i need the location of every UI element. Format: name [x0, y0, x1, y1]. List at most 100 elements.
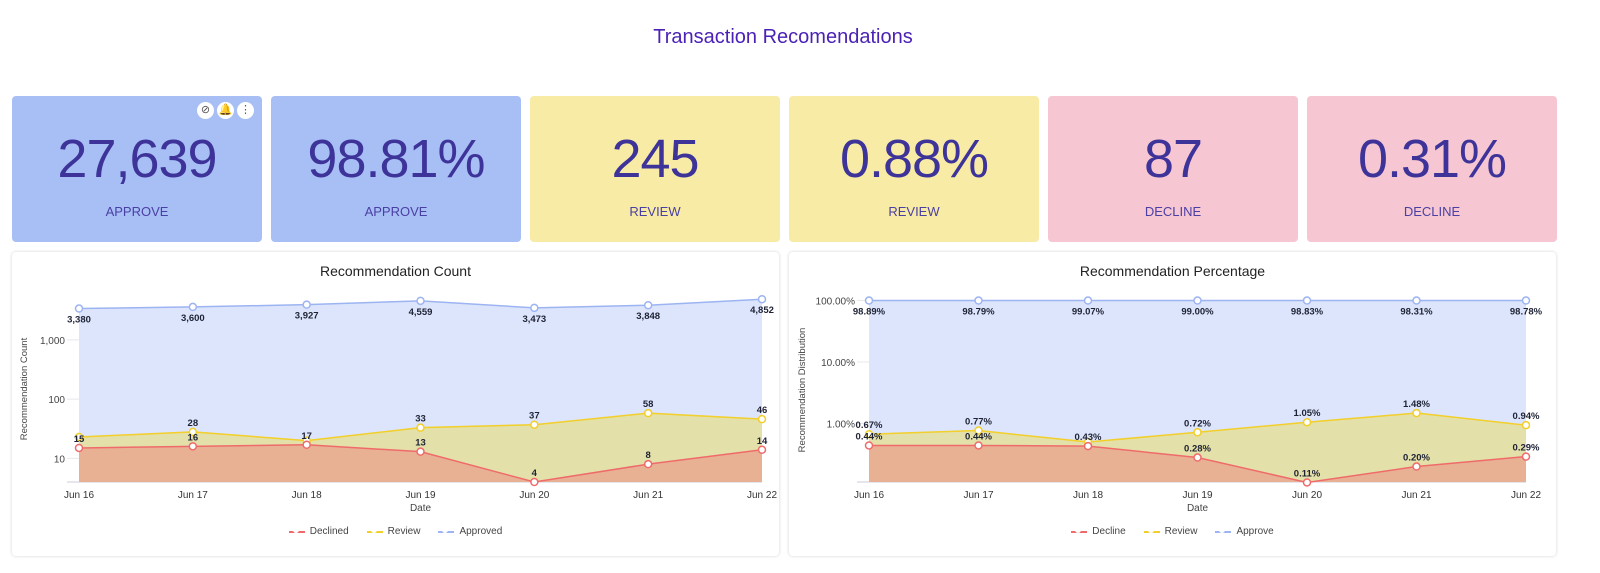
data-point: [74, 432, 84, 442]
kpi-label: DECLINE: [1403, 204, 1461, 219]
kpi-card-review: 0.88% REVIEW: [789, 96, 1039, 242]
x-tick-label: Jun 20: [519, 490, 549, 501]
data-point: [757, 294, 767, 304]
data-point: [1302, 296, 1312, 305]
x-tick-label: Jun 16: [854, 490, 884, 501]
legend-marker-icon: [1143, 526, 1160, 533]
recommendation-percentage-chart: Recommendation Percentage 1.00% 10.00% 100…: [789, 252, 1556, 556]
data-point: [1521, 420, 1531, 430]
x-tick-label: Jun 17: [963, 490, 993, 501]
data-point: [1193, 453, 1202, 462]
data-point: [416, 296, 425, 306]
data-label: 99.07%: [1072, 307, 1105, 318]
kpi-label: APPROVE: [105, 204, 169, 219]
data-label: 8: [646, 450, 651, 461]
data-point: [1193, 428, 1202, 437]
data-label: 0.77%: [965, 417, 992, 428]
area-declined: [79, 444, 762, 482]
more-vertical-icon[interactable]: ⋮: [237, 102, 254, 119]
legend-item-approve[interactable]: Approve: [1215, 526, 1274, 537]
y-axis-title: Recommendation Count: [19, 337, 30, 440]
dashboard-title: Transaction Recomendations: [653, 26, 913, 48]
data-label: 0.67%: [856, 420, 883, 431]
kpi-value: 87: [1143, 129, 1203, 189]
x-tick-label: Jun 19: [405, 490, 435, 501]
data-point: [643, 300, 653, 310]
data-point: [1302, 478, 1312, 487]
data-label: 0.11%: [1294, 468, 1321, 479]
data-label: 0.72%: [1184, 418, 1211, 429]
data-point: [757, 445, 767, 455]
data-label: 0.29%: [1513, 443, 1540, 454]
data-point: [416, 447, 425, 456]
data-point: [1412, 462, 1421, 471]
data-label: 3,927: [295, 311, 319, 322]
data-label: 0.94%: [1513, 411, 1540, 422]
data-label: 1.48%: [1403, 399, 1430, 410]
data-label: 0.44%: [856, 431, 883, 442]
data-point: [1083, 296, 1093, 305]
data-label: 3,600: [181, 313, 205, 324]
data-point: [757, 414, 767, 424]
chart-title: Recommendation Percentage: [1079, 263, 1266, 279]
compass-icon[interactable]: ⊘: [197, 102, 214, 119]
data-point: [643, 459, 653, 469]
data-label: 37: [529, 411, 540, 422]
data-point: [864, 441, 874, 450]
data-label: 14: [757, 436, 768, 447]
x-tick-label: Jun 20: [1292, 490, 1322, 501]
x-axis-title: Date: [1187, 503, 1209, 514]
data-label: 1.05%: [1294, 408, 1321, 419]
data-point: [74, 443, 84, 453]
data-label: 16: [188, 432, 199, 443]
recommendation-count-chart: Recommendation Count 10 100 1,000 3,380 3,60…: [12, 252, 779, 556]
data-point: [1521, 452, 1531, 461]
legend-marker-icon: [366, 526, 383, 533]
data-point: [302, 300, 311, 309]
legend-item-approved[interactable]: Approved: [438, 526, 502, 537]
legend-label: Review: [1164, 526, 1198, 537]
kpi-value: 27,639: [57, 129, 217, 189]
data-label: 99.00%: [1181, 307, 1214, 318]
y-tick-label: 100.00%: [816, 297, 856, 308]
data-point: [864, 296, 874, 305]
data-point: [1412, 296, 1421, 305]
data-point: [643, 408, 653, 418]
x-tick-label: Jun 21: [633, 490, 663, 501]
data-label: 13: [415, 438, 426, 449]
chart-legend: Declined Review Approved: [12, 526, 779, 537]
data-point: [864, 429, 874, 439]
data-label: 3,848: [636, 311, 660, 322]
x-tick-label: Jun 16: [64, 490, 94, 501]
legend-item-declined[interactable]: Declined: [288, 526, 349, 537]
data-label: 0.28%: [1184, 444, 1211, 455]
data-point: [416, 423, 425, 432]
data-label: 3,473: [522, 314, 546, 325]
y-tick-label: 1,000: [40, 336, 65, 347]
data-point: [530, 420, 539, 429]
data-point: [1521, 296, 1531, 305]
kpi-card-decline: 0.31% DECLINE: [1307, 96, 1557, 242]
data-point: [530, 303, 539, 313]
kpi-label: REVIEW: [629, 204, 681, 219]
legend-label: Declined: [309, 526, 349, 537]
kpi-card-approve: 27,639 APPROVE ⊘ 🔔 ⋮: [12, 96, 262, 242]
kpi-label: REVIEW: [888, 204, 940, 219]
legend-marker-icon: [288, 526, 305, 533]
chart-legend: Decline Review Approve: [789, 526, 1556, 537]
data-label: 58: [643, 399, 654, 410]
data-label: 0.20%: [1403, 453, 1430, 464]
y-axis-title: Recommendation Distribution: [797, 328, 808, 453]
legend-label: Decline: [1092, 526, 1126, 537]
legend-label: Approve: [1236, 526, 1274, 537]
legend-item-review[interactable]: Review: [366, 526, 420, 537]
data-label: 28: [188, 418, 199, 429]
kpi-value: 0.31%: [1357, 129, 1507, 189]
data-point: [74, 304, 84, 313]
data-label: 0.44%: [965, 431, 992, 442]
legend-item-review[interactable]: Review: [1143, 526, 1198, 537]
bell-plus-icon[interactable]: 🔔: [217, 102, 234, 119]
data-point: [302, 440, 311, 450]
legend-item-decline[interactable]: Decline: [1071, 526, 1126, 537]
y-tick-label: 1.00%: [827, 420, 855, 431]
